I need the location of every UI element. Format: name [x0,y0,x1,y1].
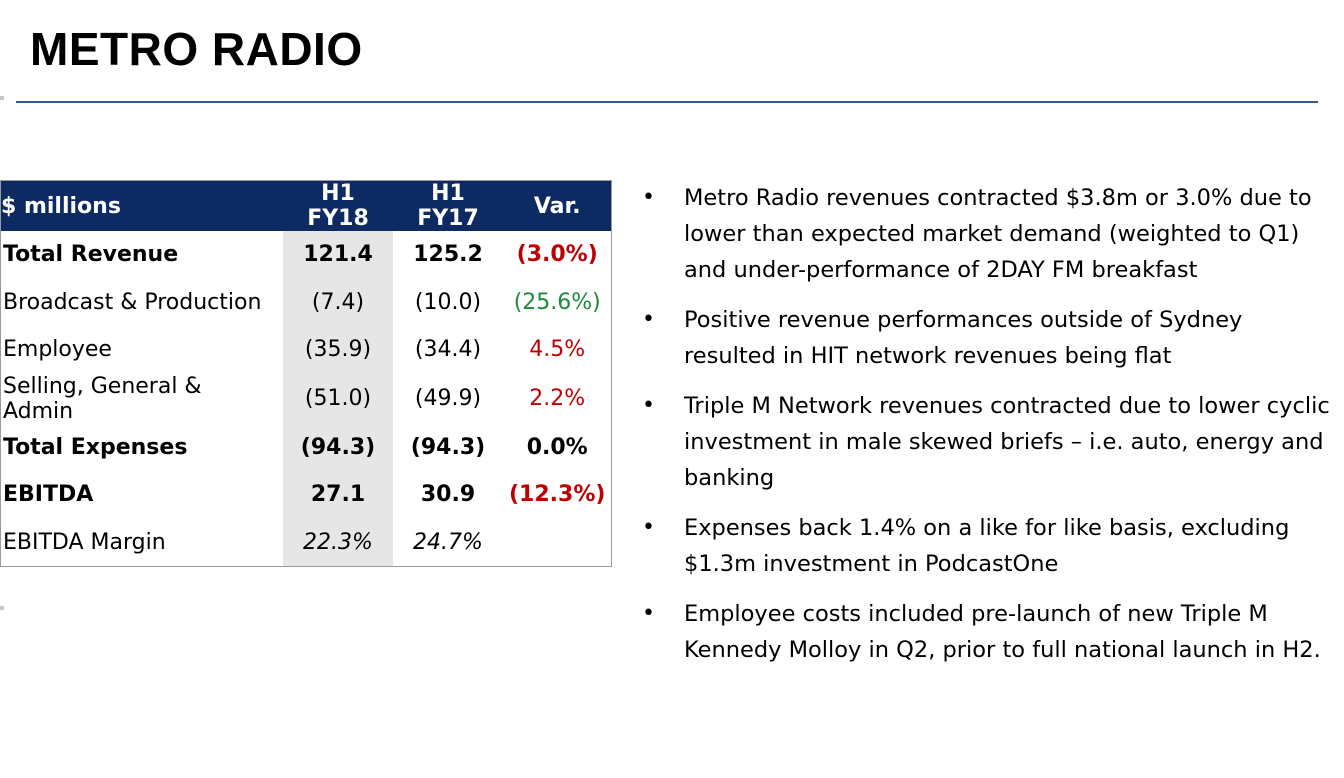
table-header-row: $ millions H1 FY18 H1 FY17 Var. [0,180,612,231]
bullet-text: Expenses back 1.4% on a like for like ba… [684,515,1290,577]
cell-h1-fy18: (51.0) [283,373,393,424]
header-h1-fy17: H1 FY17 [393,180,503,231]
cell-variance: (25.6%) [513,289,601,315]
cell-variance: (12.3%) [509,482,606,508]
table-row: EBITDA 27.1 30.9 (12.3%) [1,471,612,519]
cell-h1-fy17: (94.3) [410,434,486,460]
header-h1-fy18: H1 FY18 [283,180,393,231]
bullet-dot-icon: • [642,307,655,332]
header-label: $ millions [0,180,283,231]
cell-h1-fy17: 30.9 [420,482,476,508]
row-label: Broadcast & Production [3,289,262,315]
bullet-dot-icon: • [642,393,655,418]
row-label: Employee [3,337,112,363]
header-variance: Var. [503,180,612,231]
table-row: Selling, General & Admin (51.0) (49.9) 2.2% [1,373,612,424]
cell-h1-fy18: (7.4) [283,278,393,326]
edge-marker [0,606,4,610]
cell-h1-fy18: 121.4 [283,231,393,279]
edge-marker [0,96,4,100]
bullet-dot-icon: • [642,601,655,626]
row-label: EBITDA [3,482,94,508]
bullet-item: • Employee costs included pre-launch of n… [640,596,1330,668]
cell-h1-fy18: 22.3% [283,518,393,567]
row-label: Selling, General & Admin [3,373,202,424]
cell-h1-fy17: 125.2 [413,242,483,268]
row-label: Total Expenses [3,434,188,460]
bullet-item: • Metro Radio revenues contracted $3.8m o… [640,180,1330,288]
cell-h1-fy18: (94.3) [283,423,393,471]
table-row: EBITDA Margin 22.3% 24.7% [1,518,612,567]
bullet-text: Employee costs included pre-launch of ne… [684,601,1321,663]
bullet-text: Metro Radio revenues contracted $3.8m or… [684,185,1312,283]
table-row: Broadcast & Production (7.4) (10.0) (25.6%) [1,278,612,326]
row-label: Total Revenue [3,242,179,268]
bullet-dot-icon: • [642,515,655,540]
bullet-item: • Positive revenue performances outside o… [640,302,1330,374]
title-divider [16,101,1318,103]
cell-variance: 0.0% [526,434,588,460]
table-row: Total Revenue 121.4 125.2 (3.0%) [1,231,612,279]
cell-h1-fy17: 24.7% [413,529,483,555]
bullet-item: • Triple M Network revenues contracted du… [640,388,1330,496]
cell-variance: 4.5% [529,337,586,363]
bullet-text: Triple M Network revenues contracted due… [684,393,1330,491]
bullet-item: • Expenses back 1.4% on a like for like b… [640,510,1330,582]
bullet-text: Positive revenue performances outside of… [684,307,1243,369]
cell-variance: (3.0%) [516,242,598,268]
cell-h1-fy18: (35.9) [283,326,393,374]
cell-variance [503,519,612,567]
cell-h1-fy17: (49.9) [414,386,482,411]
financial-table: $ millions H1 FY18 H1 FY17 Var. Total Re… [0,180,613,567]
cell-h1-fy17: (10.0) [414,289,482,315]
page-title: METRO RADIO [30,23,363,75]
commentary-bullets: • Metro Radio revenues contracted $3.8m o… [640,180,1330,682]
row-label: EBITDA Margin [3,529,166,555]
cell-h1-fy18: 27.1 [283,471,393,519]
cell-variance: 2.2% [529,386,586,411]
cell-h1-fy17: (34.4) [414,337,482,363]
table-row: Employee (35.9) (34.4) 4.5% [1,326,612,374]
table-row: Total Expenses (94.3) (94.3) 0.0% [1,423,612,471]
bullet-dot-icon: • [642,185,655,210]
